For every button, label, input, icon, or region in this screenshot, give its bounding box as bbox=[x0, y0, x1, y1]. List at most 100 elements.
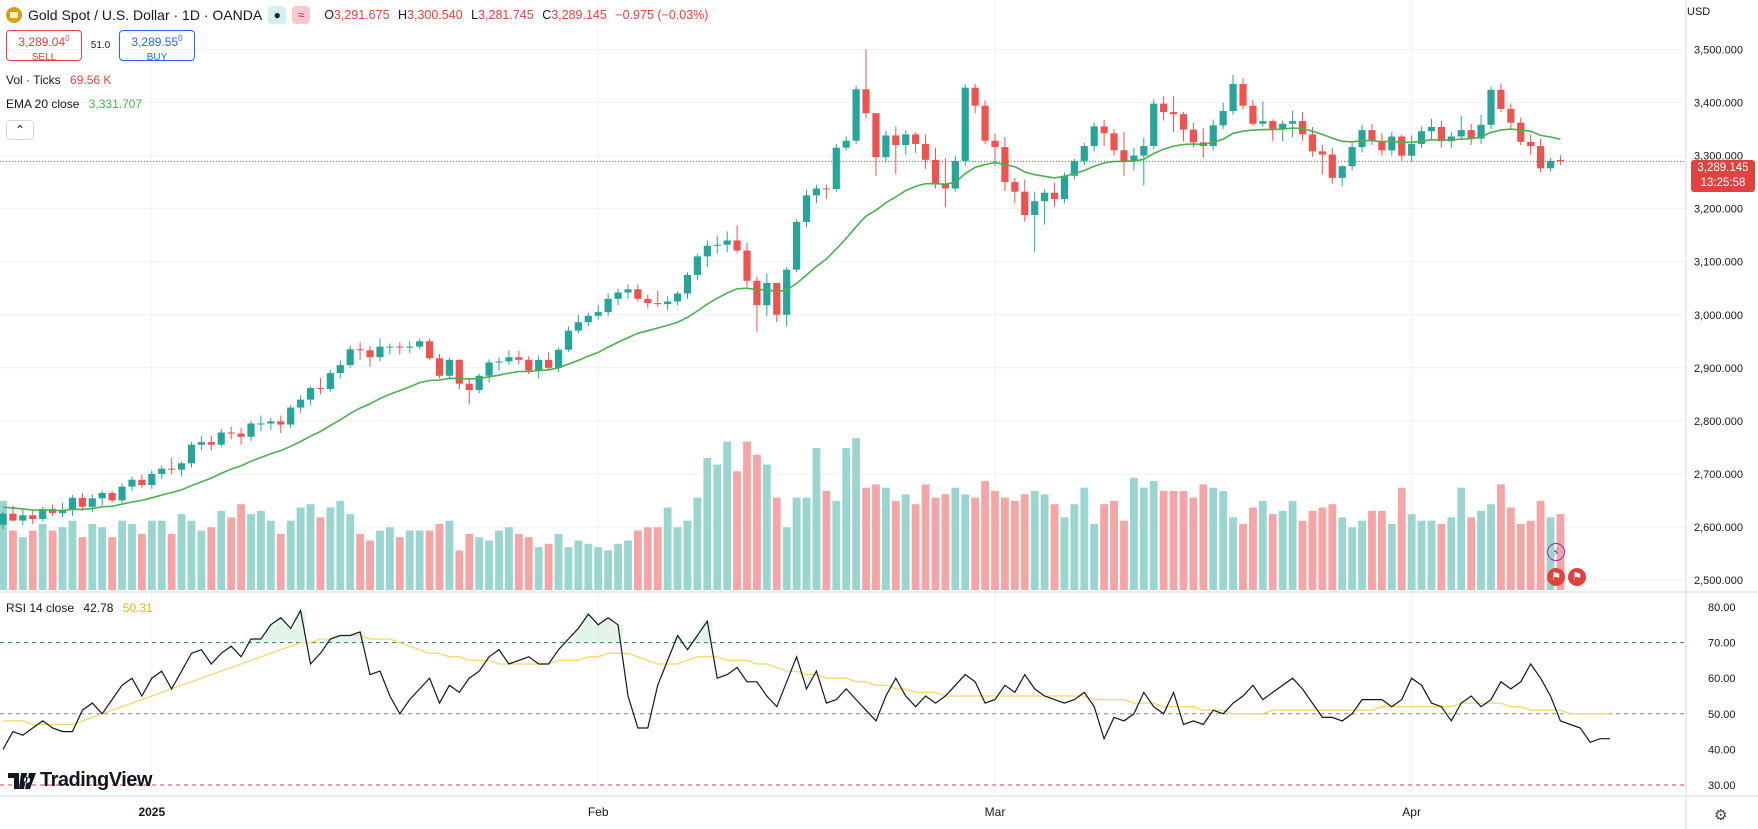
candle-body bbox=[1219, 111, 1227, 126]
rsi-legend[interactable]: RSI 14 close 42.78 50.31 bbox=[6, 601, 153, 615]
volume-bar bbox=[713, 464, 722, 590]
countdown-label: 13:25:58 bbox=[1700, 177, 1746, 189]
candle-body bbox=[1031, 201, 1039, 216]
candle-body bbox=[713, 244, 721, 246]
price-tick-label: 2,600.000 bbox=[1694, 522, 1743, 534]
volume-bar bbox=[147, 520, 156, 590]
candle-body bbox=[1080, 146, 1088, 161]
candle-body bbox=[118, 486, 126, 501]
sell-button[interactable]: 3,289.040 SELL bbox=[6, 30, 82, 63]
rsi-pane bbox=[0, 608, 1686, 786]
buy-button[interactable]: 3,289.550 BUY bbox=[119, 30, 195, 63]
volume-bar bbox=[237, 504, 245, 590]
volume-bar bbox=[514, 533, 523, 590]
rsi-tick-label: 40.00 bbox=[1708, 744, 1736, 756]
candle-body bbox=[634, 289, 642, 299]
volume-bar bbox=[544, 543, 553, 590]
volume-bar bbox=[1010, 500, 1019, 590]
candle-body bbox=[396, 346, 404, 348]
volume-bar bbox=[941, 494, 950, 590]
volume-bar bbox=[366, 540, 374, 590]
lightning-event-icon[interactable]: ⚡ bbox=[1547, 543, 1565, 561]
volume-bar bbox=[1110, 500, 1118, 590]
volume-bar bbox=[177, 514, 186, 590]
candle-body bbox=[614, 292, 622, 299]
us-flag-event-icon-2[interactable]: ⚑ bbox=[1568, 568, 1586, 586]
chevron-up-icon: ⌃ bbox=[14, 123, 26, 137]
volume-bar bbox=[604, 550, 613, 590]
candle-body bbox=[1130, 155, 1138, 161]
trade-panel: 3,289.040 SELL 51.0 3,289.550 BUY bbox=[6, 30, 195, 63]
last-price-badge: 3,289.145 13:25:58 bbox=[1691, 160, 1755, 192]
volume-bar bbox=[862, 487, 870, 590]
candle-body bbox=[9, 513, 17, 521]
volume-bar bbox=[415, 530, 424, 590]
candle-body bbox=[485, 362, 493, 376]
volume-bar bbox=[1090, 524, 1099, 590]
volume-bar bbox=[673, 527, 682, 590]
gear-icon[interactable]: ⚙ bbox=[1714, 807, 1728, 824]
volume-bar bbox=[1149, 481, 1158, 590]
volume-bar bbox=[891, 500, 900, 590]
candle-body bbox=[237, 433, 245, 437]
volume-bar bbox=[1239, 524, 1247, 590]
candle-body bbox=[1050, 192, 1059, 200]
candle-body bbox=[386, 346, 394, 348]
price-tick-label: 3,100.000 bbox=[1694, 257, 1743, 269]
candle-body bbox=[723, 240, 731, 245]
tradingview-logo[interactable]: TradingView bbox=[8, 769, 152, 792]
volume-bar bbox=[1338, 517, 1347, 590]
volume-bar bbox=[1487, 504, 1495, 590]
candle-body bbox=[1289, 121, 1297, 124]
candle-body bbox=[336, 365, 344, 374]
collapse-legend-button[interactable]: ⌃ bbox=[6, 120, 34, 140]
volume-bars bbox=[0, 438, 1565, 590]
symbol-title[interactable]: Gold Spot / U.S. Dollar · 1D · OANDA bbox=[28, 7, 263, 23]
candle-body bbox=[406, 346, 414, 348]
volume-bar bbox=[852, 438, 861, 590]
candle-body bbox=[862, 89, 870, 114]
ema-legend[interactable]: EMA 20 close 3,331.707 bbox=[6, 97, 142, 111]
us-flag-event-icon[interactable]: ⚑ bbox=[1547, 568, 1565, 586]
candle-body bbox=[148, 473, 156, 486]
ema-line bbox=[2, 127, 1561, 512]
ohlc-values: O3,291.675 H3,300.540 L3,281.745 C3,289.… bbox=[324, 8, 709, 22]
volume-bar bbox=[703, 458, 712, 590]
volume-bar bbox=[1080, 487, 1089, 590]
candle-body bbox=[416, 341, 424, 347]
volume-legend[interactable]: Vol · Ticks 69.56 K bbox=[6, 73, 111, 87]
volume-bar bbox=[1467, 517, 1476, 590]
compare-icon[interactable]: ≈ bbox=[292, 6, 311, 24]
candle-body bbox=[1338, 166, 1346, 178]
market-status-icon[interactable]: ● bbox=[268, 6, 287, 24]
volume-bar bbox=[643, 527, 652, 590]
volume-bar bbox=[1209, 487, 1218, 590]
candle-body bbox=[1021, 191, 1029, 216]
rsi-ma-value: 50.31 bbox=[122, 601, 153, 615]
rsi-tick-label: 60.00 bbox=[1708, 673, 1736, 685]
volume-bar bbox=[1348, 527, 1357, 590]
volume-bar bbox=[1328, 504, 1337, 590]
buy-label: BUY bbox=[146, 52, 168, 63]
time-tick-label: Apr bbox=[1402, 805, 1421, 819]
candle-body bbox=[108, 492, 116, 501]
volume-bar bbox=[1358, 520, 1366, 590]
volume-bar bbox=[257, 510, 265, 590]
candle-body bbox=[1507, 108, 1515, 123]
candle-body bbox=[177, 463, 186, 470]
volume-bar bbox=[227, 517, 236, 590]
candle-body bbox=[1398, 136, 1406, 156]
candle-body bbox=[445, 359, 453, 376]
candle-body bbox=[1110, 133, 1118, 151]
candle-body bbox=[554, 349, 563, 368]
candle-body bbox=[465, 383, 473, 391]
volume-bar bbox=[48, 530, 57, 590]
volume-bar bbox=[971, 497, 980, 590]
candle-body bbox=[1408, 143, 1416, 156]
volume-bar bbox=[1526, 520, 1535, 590]
currency-selector[interactable]: USD bbox=[1687, 6, 1711, 18]
candle-body bbox=[326, 373, 334, 390]
candle-body bbox=[376, 346, 384, 358]
